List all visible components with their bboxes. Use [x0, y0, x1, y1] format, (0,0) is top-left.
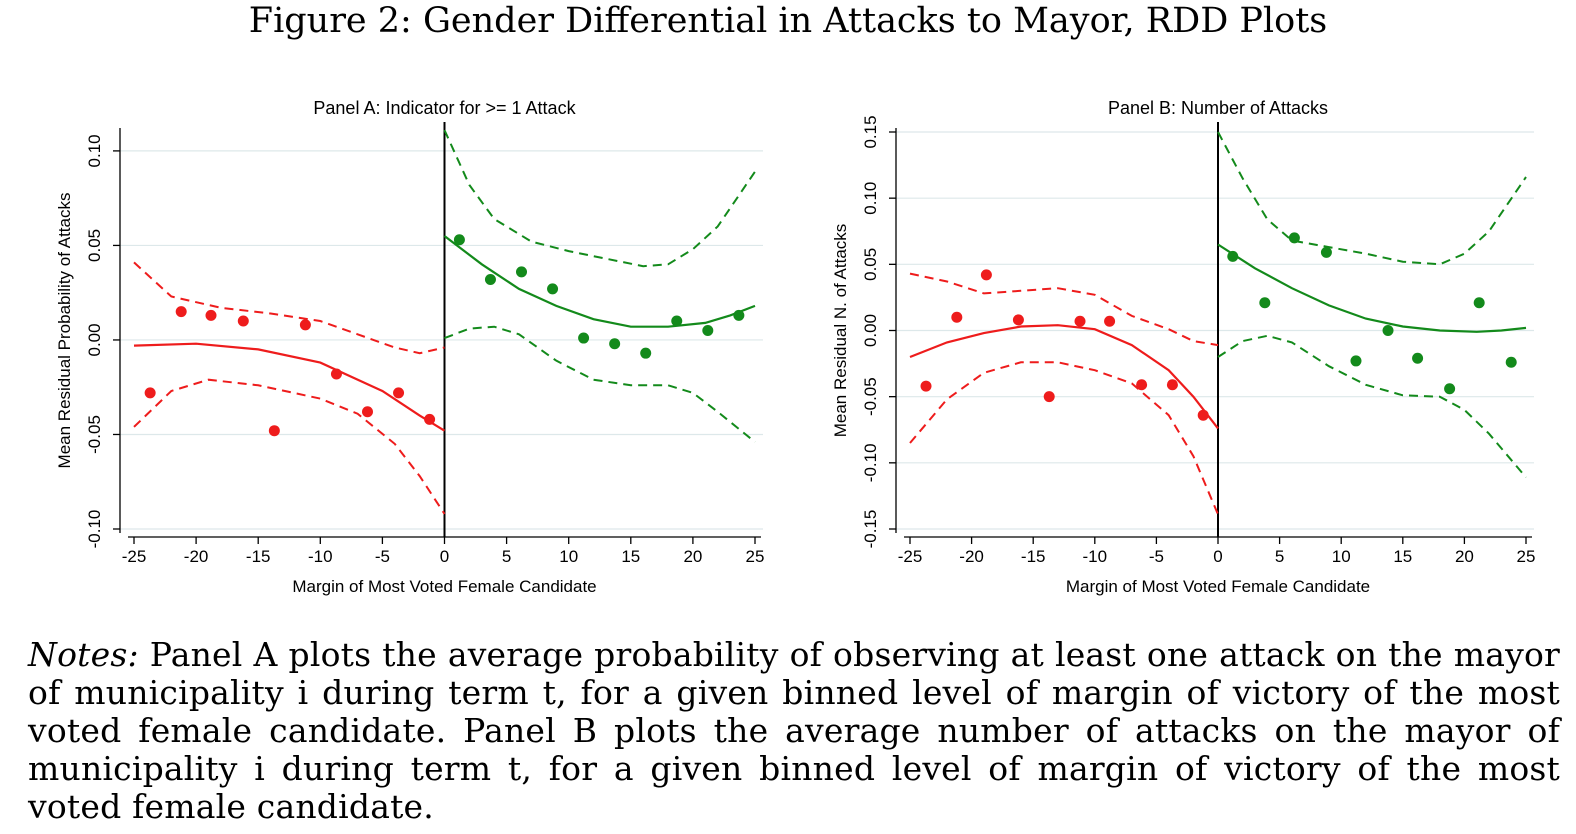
panel-b-left-point — [1104, 315, 1116, 327]
panel-b-y-label: Mean Residual N. of Attacks — [831, 224, 850, 438]
panel-b-y-tick-label: 0.05 — [861, 248, 880, 281]
panel-a-left-point — [205, 309, 217, 321]
panel-b-x-tick-label: -25 — [898, 547, 923, 566]
panel-a-right-point — [702, 325, 714, 336]
panel-b-right-fit-line — [1217, 243, 1527, 333]
panel-a-x-tick-label: 10 — [559, 547, 578, 566]
panel-b-x-tick-label: 10 — [1332, 547, 1351, 566]
panel-b-x-tick-label: -5 — [1149, 547, 1164, 566]
panel-b-right-point — [1227, 250, 1239, 262]
figure-notes: Notes: Panel A plots the average probabi… — [28, 636, 1560, 826]
panel-b-right-point — [1350, 355, 1362, 367]
panel-b-left-fit-line — [909, 324, 1219, 430]
panel-a-x-tick-label: 25 — [746, 547, 765, 566]
panel-a-y-tick-label: -0.05 — [85, 415, 104, 454]
panel-b-right-point — [1505, 356, 1517, 368]
panel-a-x-tick-label: 20 — [683, 547, 702, 566]
panel-b-x-tick-label: -10 — [1083, 547, 1108, 566]
panel-b-x-tick-label: 0 — [1213, 547, 1222, 566]
panel-a-x-tick-label: -10 — [308, 547, 333, 566]
panel-a-left-point — [175, 306, 187, 318]
panel-a-right-point — [578, 332, 590, 344]
panel-b-right-ci-upper — [1217, 131, 1527, 266]
panel-b-right-ci-lower — [1217, 334, 1527, 479]
panel-b-right-point — [1288, 232, 1300, 244]
panel-a-right-point — [671, 315, 683, 327]
panel-a-x-tick-label: -20 — [184, 547, 209, 566]
panel-a-left-point — [144, 387, 156, 399]
panel-b-y-tick-label: -0.05 — [861, 377, 880, 416]
panel-a-right-point — [640, 347, 652, 359]
panel-b-right-point — [1259, 297, 1271, 309]
panel-b-left-point — [1012, 314, 1024, 326]
panel-a-left-point — [330, 368, 342, 380]
panel-a-right-point — [733, 309, 745, 321]
panel-a-right-point — [609, 338, 621, 350]
panel-a-y-tick-label: -0.10 — [85, 510, 104, 549]
panel-b-left-point — [1166, 379, 1178, 391]
panel-b-x-tick-label: 5 — [1275, 547, 1284, 566]
panel-a-left-point — [268, 425, 280, 437]
panel-b-x-tick-label: -15 — [1021, 547, 1046, 566]
panel-b-left-ci-lower — [909, 361, 1219, 515]
panel-b-left-point — [1136, 379, 1148, 391]
panel-a-right-fit-line — [443, 235, 756, 328]
panel-b-left-ci-upper — [909, 272, 1219, 347]
panel-b-left-point — [920, 380, 932, 392]
panel-a-x-tick-label: -25 — [122, 547, 147, 566]
panel-a-right-point — [547, 283, 559, 295]
panel-b-left-point — [1074, 315, 1086, 327]
panel-b-title: Panel B: Number of Attacks — [1108, 98, 1328, 118]
panel-a-right-point — [484, 273, 496, 285]
panel-b-left-point — [951, 311, 963, 323]
panel-b-right-point — [1473, 297, 1485, 309]
panel-a-left-ci-lower — [133, 378, 446, 515]
panel-b-x-tick-label: 15 — [1393, 547, 1412, 566]
panel-a-left-ci-upper — [133, 261, 445, 355]
panel-a-y-tick-label: 0.00 — [85, 323, 104, 356]
panel-a-x-tick-label: 15 — [621, 547, 640, 566]
panel-b-x-tick-label: 20 — [1455, 547, 1474, 566]
figure-title: Figure 2: Gender Differential in Attacks… — [248, 1, 1328, 41]
panel-b-right-point — [1412, 352, 1424, 364]
panel-b-right-point — [1444, 383, 1456, 395]
panel-b-y-tick-label: 0.00 — [861, 314, 880, 347]
panel-b-x-label: Margin of Most Voted Female Candidate — [1066, 577, 1370, 596]
panel-b-x-tick-label: 25 — [1517, 547, 1536, 566]
panel-a-right-ci-lower — [444, 325, 756, 443]
panel-a-y-label: Mean Residual Probability of Attacks — [55, 193, 74, 469]
panel-a-y-tick-label: 0.10 — [85, 134, 104, 167]
panel-b-left-point — [1197, 409, 1209, 421]
panel-a-x-tick-label: -5 — [375, 547, 390, 566]
notes-text: Panel A plots the average probability of… — [28, 635, 1560, 826]
panel-b-right-point — [1320, 246, 1332, 258]
panel-a-title: Panel A: Indicator for >= 1 Attack — [313, 98, 576, 118]
panel-a-x-tick-label: 0 — [440, 547, 449, 566]
panel-a-left-point — [361, 406, 373, 418]
panel-b-y-tick-label: -0.10 — [861, 443, 880, 482]
notes-label: Notes: — [28, 635, 139, 674]
panel-b-chart: -0.15 -0.10 -0.05 0.00 0.05 0.10 0.15 -25 -20 -15… — [831, 98, 1536, 596]
panel-a-x-tick-label: -15 — [246, 547, 271, 566]
panel-b-y-tick-label: 0.10 — [861, 182, 880, 215]
panel-a-right-point — [453, 234, 465, 246]
panel-a-left-point — [299, 319, 311, 331]
panel-a-left-point — [393, 387, 405, 399]
panel-b-right-point — [1382, 325, 1394, 336]
panel-a-x-tick-label: 5 — [502, 547, 511, 566]
panel-b-x-tick-label: -20 — [959, 547, 984, 566]
panel-a-left-point — [237, 315, 249, 327]
panel-a-right-point — [516, 266, 528, 278]
panel-a-x-label: Margin of Most Voted Female Candidate — [292, 577, 596, 596]
panel-a-y-tick-label: 0.05 — [85, 229, 104, 262]
panel-b-y-tick-label: -0.15 — [861, 510, 880, 549]
panel-a-left-fit-line — [133, 342, 446, 432]
panel-b-left-point — [980, 269, 992, 281]
panel-a-chart: -0.10 -0.05 0.00 0.05 0.10 -25 -20 -15 -10 -5 0 5 10… — [55, 98, 765, 596]
panel-b-left-point — [1043, 391, 1055, 403]
panel-b-y-tick-label: 0.15 — [861, 115, 880, 148]
panel-a-left-point — [424, 413, 436, 425]
